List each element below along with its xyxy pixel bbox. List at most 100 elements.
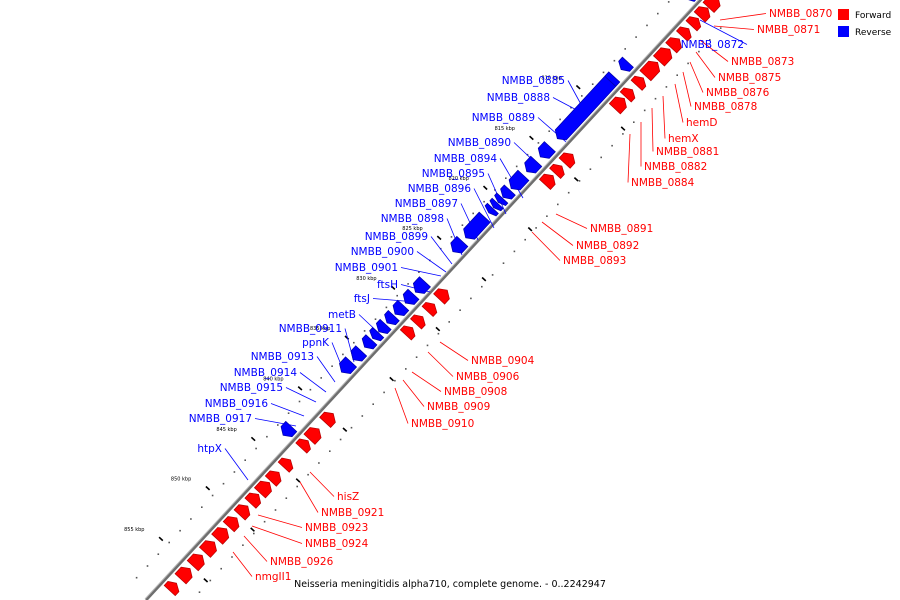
reverse-gene-arrow	[484, 202, 499, 217]
gene-label-nmbb-0909: NMBB_0909	[427, 401, 490, 413]
gene-label-nmbb-0890: NMBB_0890	[448, 137, 511, 149]
gene-label-nmbb-0878: NMBB_0878	[694, 101, 757, 113]
forward-gene-arrow	[410, 314, 426, 330]
reverse-gene-arrow	[369, 326, 385, 342]
minor-tick	[263, 520, 266, 523]
forward-gene-arrow	[676, 26, 692, 42]
gene-label-nmbb-0898: NMBB_0898	[381, 213, 444, 225]
forward-gene-arrow	[295, 438, 311, 454]
minor-tick	[372, 403, 374, 405]
forward-gene-arrow	[163, 581, 180, 597]
minor-tick	[546, 215, 548, 217]
major-tick	[481, 276, 487, 282]
minor-tick	[222, 482, 225, 485]
gene-label-nmbb-0896: NMBB_0896	[408, 183, 472, 195]
leader-line	[555, 213, 588, 229]
gene-label-hisz: hisZ	[337, 491, 359, 503]
minor-tick	[602, 71, 605, 74]
minor-tick	[135, 576, 138, 579]
minor-tick	[646, 24, 648, 27]
minor-tick	[578, 180, 581, 182]
minor-tick	[481, 285, 483, 288]
minor-tick	[374, 318, 377, 320]
gene-label-nmbb-0888: NMBB_0888	[487, 92, 550, 104]
major-tick	[390, 285, 396, 290]
minor-tick	[418, 271, 420, 273]
minor-tick	[450, 236, 453, 238]
leader-line	[316, 356, 336, 383]
leader-line	[416, 251, 447, 273]
minor-tick	[363, 330, 366, 332]
forward-gene-arrow	[253, 480, 272, 499]
major-tick	[203, 578, 209, 583]
minor-tick	[589, 168, 592, 170]
genome-backbone	[144, 0, 703, 600]
leader-line	[531, 231, 561, 261]
minor-tick	[296, 485, 298, 488]
minor-tick	[285, 497, 288, 499]
minor-tick	[405, 368, 407, 370]
gene-label-nmbb-0913: NMBB_0913	[251, 351, 314, 363]
gene-label-nmbb-0915: NMBB_0915	[220, 382, 283, 394]
reverse-gene-arrow	[463, 211, 491, 240]
minor-tick	[709, 39, 711, 41]
minor-tick	[537, 142, 540, 144]
major-tick	[620, 126, 626, 131]
leader-line	[662, 95, 666, 139]
minor-tick	[266, 435, 268, 438]
minor-tick	[407, 283, 409, 285]
forward-gene-arrow	[211, 527, 230, 545]
legend-swatch-reverse	[838, 26, 849, 37]
gene-label-nmbb-0882: NMBB_0882	[644, 161, 707, 173]
leader-line	[682, 71, 692, 107]
forward-gene-arrow	[244, 492, 262, 509]
leader-line	[427, 351, 454, 377]
gene-label-ftsh: ftsH	[377, 279, 398, 291]
forward-gene-arrow	[198, 540, 217, 558]
minor-tick	[287, 412, 290, 414]
major-tick	[573, 177, 579, 182]
minor-tick	[448, 321, 450, 323]
minor-tick	[559, 118, 561, 121]
reverse-gene-arrow	[682, 0, 698, 2]
gene-label-nmbb-0893: NMBB_0893	[563, 255, 626, 267]
leader-line	[411, 371, 442, 392]
minor-tick	[635, 36, 637, 38]
major-tick	[389, 376, 395, 382]
minor-tick	[624, 48, 626, 50]
major-tick	[435, 326, 441, 332]
label-leader-lines	[224, 13, 767, 577]
gene-label-nmbb-0876: NMBB_0876	[706, 87, 770, 99]
minor-tick	[622, 133, 624, 135]
minor-tick	[502, 262, 505, 264]
reverse-gene-arrow	[500, 184, 516, 200]
gene-label-nmbb-0884: NMBB_0884	[631, 177, 695, 189]
minor-tick	[329, 450, 331, 452]
gene-label-ftsj: ftsJ	[354, 293, 370, 305]
leader-line	[394, 387, 409, 424]
tick-label: 850 kbp	[171, 476, 191, 482]
gene-label-nmbb-0892: NMBB_0892	[576, 240, 639, 252]
minor-tick	[361, 415, 364, 417]
gene-label-nmbb-0881: NMBB_0881	[656, 146, 719, 158]
minor-tick	[231, 556, 233, 558]
minor-tick	[415, 356, 418, 358]
minor-tick	[320, 377, 322, 379]
reverse-gene-arrow	[537, 141, 556, 159]
minor-tick	[342, 353, 344, 356]
legend-label-reverse: Reverse	[855, 28, 892, 38]
minor-tick	[461, 224, 464, 226]
minor-tick	[524, 238, 526, 241]
minor-tick	[244, 459, 246, 461]
forward-gene-arrow	[549, 163, 565, 179]
forward-gene-arrow	[665, 37, 682, 54]
leader-line	[699, 19, 748, 45]
gene-label-nmbb-0906: NMBB_0906	[456, 371, 520, 383]
tick-label: 855 kbp	[124, 527, 144, 533]
forward-gene-arrow	[685, 16, 702, 32]
major-tick	[250, 436, 256, 442]
tick-label: 830 kbp	[356, 276, 376, 282]
minor-tick	[667, 1, 670, 3]
forward-gene-arrow	[693, 6, 711, 23]
gene-label-nmbb-0923: NMBB_0923	[305, 522, 368, 534]
